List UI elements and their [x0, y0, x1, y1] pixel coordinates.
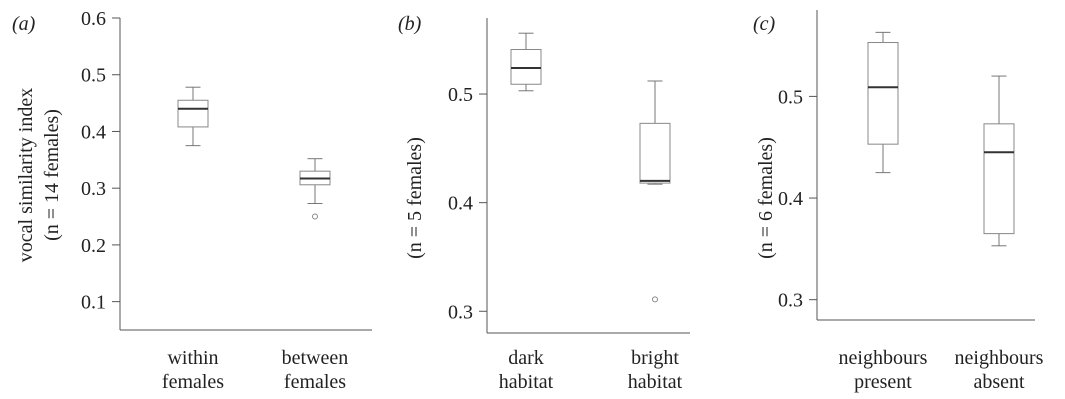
panel-b-y-tick-label: 0.3 — [448, 301, 473, 323]
panel-b-box-2-outlier — [652, 296, 658, 303]
panel-a-y-axis-label: vocal similarity index — [15, 88, 37, 262]
panel-b-box-1-iqr — [510, 49, 542, 85]
panel-c-box-2-iqr — [983, 123, 1015, 235]
panel-b-box-2-iqr — [639, 122, 671, 184]
panel-c-box-1-category-label: present — [854, 371, 912, 393]
panel-b-y-tick-label: 0.4 — [448, 193, 473, 215]
panel-b-box-2-category-label: habitat — [628, 371, 683, 393]
panel-c-y-tick-label: 0.4 — [778, 188, 803, 210]
panel-b-box-1-category-label: dark — [508, 347, 544, 369]
panel-b-box-2-category-label: bright — [631, 347, 679, 369]
panel-a-y-axis-label: (n = 14 females) — [41, 109, 63, 241]
panel-c-box-1-category-label: neighbours — [839, 347, 928, 369]
panel-c-box-1-iqr — [867, 42, 899, 145]
panel-c-y-tick-label: 0.3 — [778, 290, 803, 312]
panel-a-y-tick-label: 0.4 — [81, 121, 106, 143]
panel-b-y-axis-label: (n = 5 females) — [404, 137, 426, 259]
panel-a-y-tick-label: 0.1 — [81, 292, 106, 314]
panel-c-y-tick-label: 0.5 — [778, 86, 803, 108]
panel-a-label: (a) — [12, 13, 36, 35]
panel-a-box-1-category-label: within — [167, 347, 218, 369]
panel-c-box-2-category-label: absent — [973, 371, 1025, 393]
panel-a-box-2-category-label: between — [282, 347, 349, 369]
panel-c-label: (c) — [753, 13, 776, 35]
panel-a-y-tick-label: 0.2 — [81, 235, 106, 257]
panel-c-y-axis-label: (n = 6 females) — [755, 137, 777, 259]
panel-a-box-2-outlier — [312, 213, 318, 220]
panel-a-y-tick-label: 0.5 — [81, 65, 106, 87]
panel-c-box-2-category-label: neighbours — [955, 347, 1044, 369]
panel-a-box-2-category-label: females — [284, 371, 346, 393]
panel-b-box-1-category-label: habitat — [499, 371, 554, 393]
panel-a-box-1-category-label: females — [162, 371, 224, 393]
panel-b-label: (b) — [398, 13, 422, 35]
panel-a-box-1-iqr — [177, 99, 209, 128]
panel-a-y-tick-label: 0.3 — [81, 178, 106, 200]
panel-b-y-tick-label: 0.5 — [448, 84, 473, 106]
panel-a-y-tick-label: 0.6 — [81, 8, 106, 30]
